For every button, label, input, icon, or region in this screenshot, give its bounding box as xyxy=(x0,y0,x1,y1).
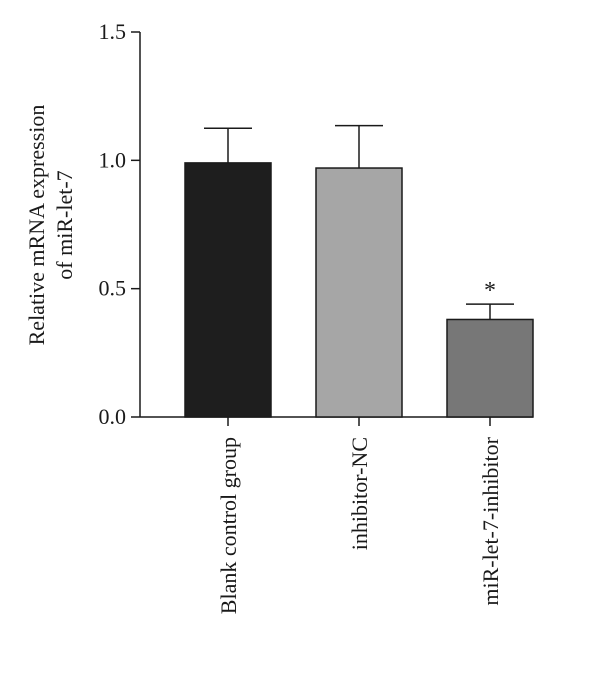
y-axis-title: Relative mRNA expression of miR-let-7 xyxy=(24,105,77,346)
y-ticks: 0.0 0.5 1.0 1.5 xyxy=(99,19,140,429)
y-axis-title-line-2: of miR-let-7 xyxy=(52,170,77,279)
y-axis-title-line-1: Relative mRNA expression xyxy=(24,105,49,346)
category-labels: Blank control group inhibitor-NC miR-let-7… xyxy=(216,436,503,614)
category-label: Blank control group xyxy=(216,437,241,614)
significance-markers: * xyxy=(484,278,496,304)
y-tick-label: 1.5 xyxy=(99,19,127,44)
bar xyxy=(315,167,403,418)
bars xyxy=(184,162,534,418)
bar xyxy=(446,318,534,418)
significance-asterisk: * xyxy=(484,278,496,304)
bar xyxy=(184,162,272,418)
x-ticks xyxy=(227,417,491,426)
y-tick-label: 1.0 xyxy=(99,147,127,172)
category-label: inhibitor-NC xyxy=(347,437,372,550)
y-tick-label: 0.5 xyxy=(99,276,127,301)
error-bars xyxy=(204,124,514,320)
category-label: miR-let-7-inhibitor xyxy=(478,436,503,605)
y-tick-label: 0.0 xyxy=(99,404,127,429)
